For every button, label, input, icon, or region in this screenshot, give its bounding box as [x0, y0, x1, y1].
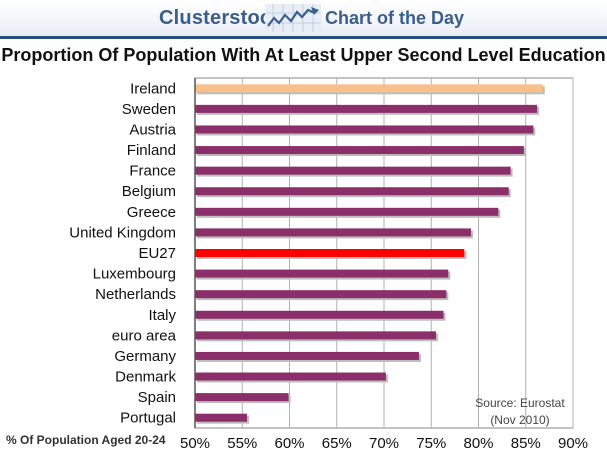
bar-france: [195, 166, 511, 175]
x-axis-label: % Of Population Aged 20-24: [6, 433, 166, 447]
bar-belgium: [195, 187, 509, 196]
chart-title: Proportion Of Population With At Least U…: [1, 45, 606, 65]
category-label: Greece: [127, 204, 176, 221]
bar-portugal: [195, 413, 247, 422]
bar-united-kingdom: [195, 228, 471, 237]
category-label: Ireland: [130, 80, 176, 97]
x-tick-label: 70%: [369, 435, 399, 452]
category-label: Spain: [138, 389, 176, 406]
x-tick-label: 65%: [322, 435, 352, 452]
x-tick-label: 60%: [274, 435, 304, 452]
x-tick-label: 85%: [511, 435, 541, 452]
category-label: France: [129, 163, 176, 180]
x-tick-label: 80%: [463, 435, 493, 452]
bar-denmark: [195, 372, 386, 381]
category-label: Netherlands: [95, 286, 176, 303]
category-label: euro area: [112, 327, 177, 344]
bar-sweden: [195, 104, 538, 113]
source-date: (Nov 2010): [490, 413, 550, 427]
bar-finland: [195, 146, 524, 155]
category-label: Luxembourg: [93, 266, 176, 283]
bar-ireland: [195, 84, 543, 93]
category-label: EU27: [138, 245, 176, 262]
category-label: Portugal: [120, 410, 176, 427]
bar-greece: [195, 207, 499, 216]
source-label: Source: Eurostat: [475, 396, 565, 410]
bar-netherlands: [195, 290, 447, 299]
brand-name: Clusterstock: [159, 7, 283, 29]
x-tick-label: 50%: [180, 435, 210, 452]
category-label: United Kingdom: [69, 224, 176, 241]
header-rule: [0, 36, 607, 39]
bar-euro-area: [195, 331, 436, 340]
bar-eu27: [195, 249, 465, 257]
category-label: Belgium: [122, 183, 176, 200]
x-tick-label: 75%: [416, 435, 446, 452]
chart-of-the-day-label: Chart of the Day: [325, 8, 465, 28]
category-label: Sweden: [122, 101, 176, 118]
bar-germany: [195, 351, 419, 360]
x-tick-label: 90%: [558, 435, 588, 452]
category-label: Denmark: [115, 369, 176, 386]
category-label: Italy: [148, 307, 176, 324]
bar-spain: [195, 393, 289, 402]
bar-austria: [195, 125, 534, 134]
chart-trend-icon: [265, 4, 321, 32]
category-label: Finland: [127, 142, 176, 159]
x-tick-label: 55%: [227, 435, 257, 452]
bar-luxembourg: [195, 269, 449, 278]
category-label: Germany: [114, 348, 176, 365]
category-label: Austria: [129, 121, 176, 138]
bar-italy: [195, 310, 444, 319]
